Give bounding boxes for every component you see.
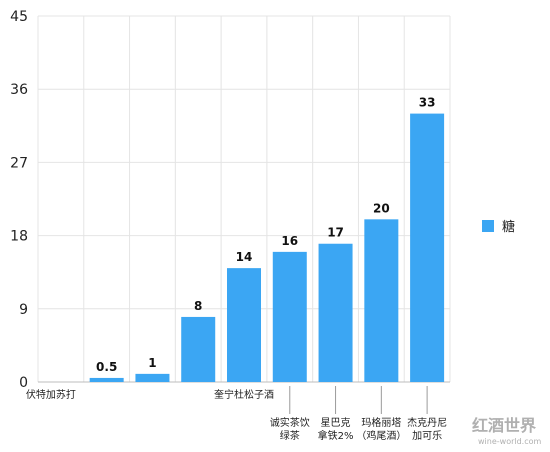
data-label: 0.5 <box>96 360 117 374</box>
data-labels: 0.5 1 8 14 16 17 20 33 <box>96 96 435 374</box>
x-tick-label: （鸡尾酒） <box>356 429 406 442</box>
y-tick-label: 18 <box>10 229 28 245</box>
x-tick-label: 奎宁杜松子酒 <box>214 388 274 401</box>
y-tick-label: 0 <box>19 375 28 391</box>
x-tick-label: 绿茶 <box>280 429 300 442</box>
bar <box>89 377 124 382</box>
x-tick-label: 玛格丽塔 <box>361 416 401 429</box>
x-tick-label: 加可乐 <box>412 430 442 442</box>
bar <box>181 316 216 382</box>
data-label: 8 <box>194 299 202 313</box>
x-tick-label: 杰克丹尼 <box>407 417 447 429</box>
data-label: 20 <box>373 201 390 215</box>
legend-label: 糖 <box>502 219 515 235</box>
x-tick-label: 拿铁2% <box>318 429 354 442</box>
bars <box>89 113 445 382</box>
bar <box>227 268 261 382</box>
y-axis: 0 9 18 27 36 45 <box>10 9 28 391</box>
bar <box>272 251 307 382</box>
legend-swatch <box>482 220 494 232</box>
data-label: 17 <box>327 226 344 240</box>
y-tick-label: 9 <box>19 302 28 318</box>
data-label: 33 <box>419 96 436 110</box>
data-label: 14 <box>236 250 253 264</box>
data-label: 16 <box>281 234 298 248</box>
legend: 糖 <box>482 219 515 235</box>
data-label: 1 <box>148 356 156 370</box>
watermark: 红酒世界 wine-world.com <box>472 416 542 446</box>
y-tick-label: 36 <box>10 82 28 98</box>
watermark-logo: 红酒世界 <box>472 416 536 435</box>
y-tick-label: 45 <box>10 9 28 25</box>
bar <box>364 219 399 382</box>
x-tick-label: 星巴克 <box>321 417 351 429</box>
x-tick-label: 诚实茶饮 <box>270 416 310 429</box>
x-tick-label: 伏特加苏打 <box>26 388 76 401</box>
bar <box>135 373 170 382</box>
watermark-url: wine-world.com <box>478 437 542 446</box>
bar <box>410 113 445 382</box>
y-tick-label: 27 <box>10 155 28 171</box>
bar <box>318 243 353 382</box>
